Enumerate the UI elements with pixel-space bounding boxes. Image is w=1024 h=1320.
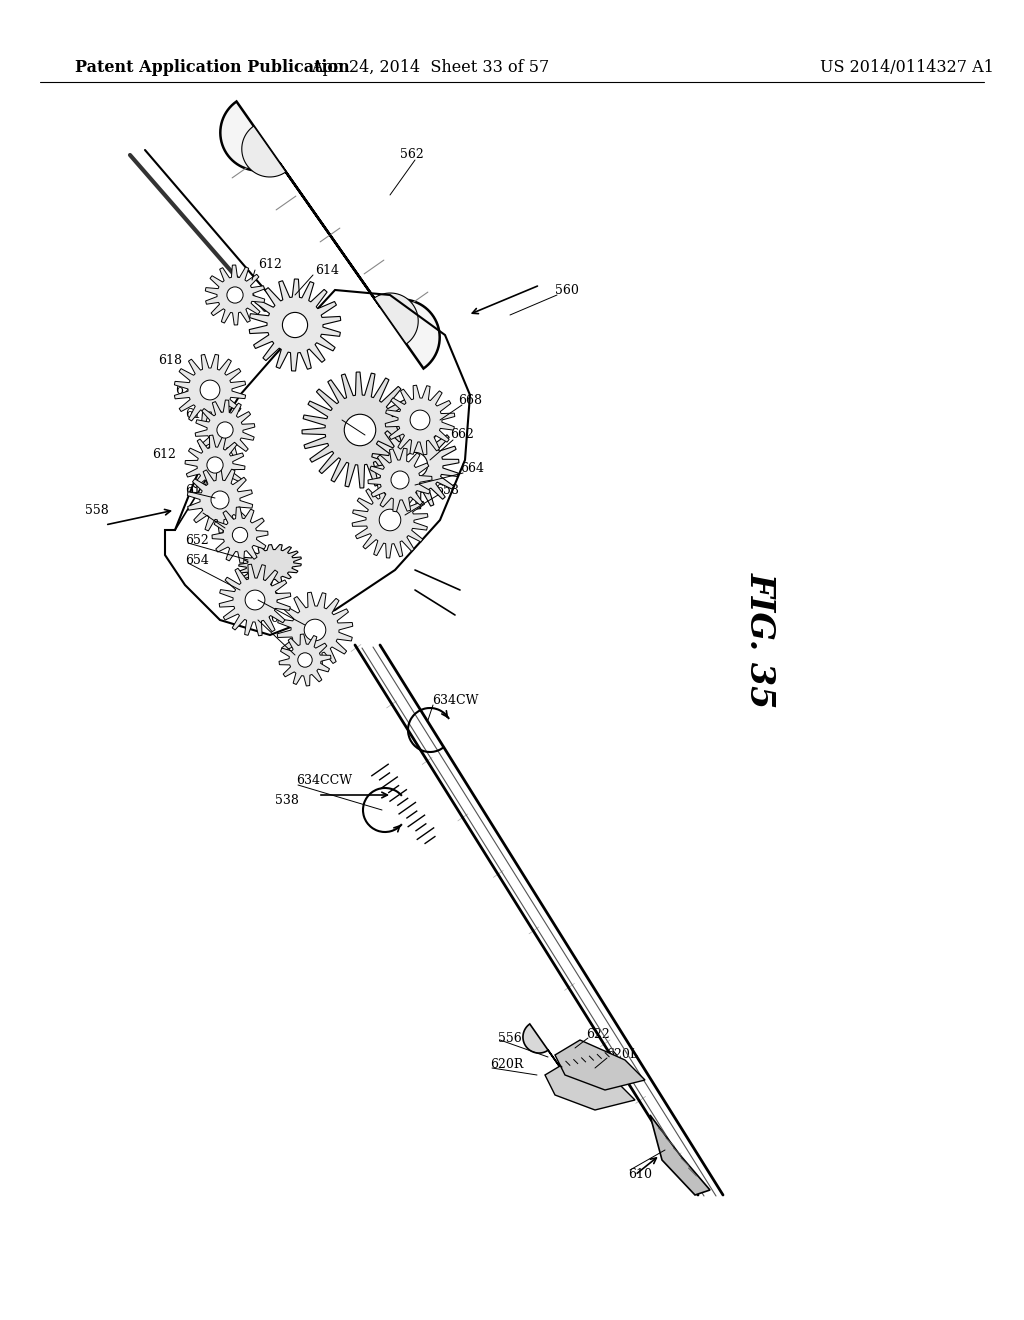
Circle shape	[245, 590, 265, 610]
Polygon shape	[352, 482, 428, 558]
Text: 562: 562	[400, 149, 424, 161]
Polygon shape	[205, 265, 265, 325]
Polygon shape	[368, 449, 432, 512]
Polygon shape	[219, 564, 291, 636]
Polygon shape	[242, 125, 418, 345]
Polygon shape	[249, 279, 341, 371]
Text: 618: 618	[158, 354, 182, 367]
Text: 668: 668	[458, 393, 482, 407]
Text: 560: 560	[555, 284, 579, 297]
Polygon shape	[302, 372, 418, 488]
Polygon shape	[650, 1115, 710, 1195]
Text: 664: 664	[460, 462, 484, 474]
Circle shape	[200, 380, 220, 400]
Polygon shape	[174, 354, 246, 425]
Polygon shape	[239, 545, 301, 586]
Polygon shape	[555, 1040, 645, 1090]
Text: 556: 556	[498, 1031, 522, 1044]
Text: US 2014/0114327 A1: US 2014/0114327 A1	[820, 59, 994, 77]
Text: 656: 656	[255, 591, 279, 605]
Circle shape	[344, 414, 376, 446]
Polygon shape	[385, 385, 455, 455]
Text: 538: 538	[275, 793, 299, 807]
Circle shape	[211, 491, 229, 510]
Text: 620L: 620L	[606, 1048, 638, 1061]
Text: 626: 626	[200, 503, 224, 516]
Circle shape	[379, 510, 400, 531]
Polygon shape	[185, 436, 245, 495]
Circle shape	[232, 528, 248, 543]
Text: 558: 558	[85, 503, 109, 516]
Text: 662: 662	[450, 429, 474, 441]
Text: 650: 650	[255, 611, 279, 624]
Circle shape	[410, 411, 430, 430]
Polygon shape	[220, 102, 439, 368]
Polygon shape	[545, 1060, 635, 1110]
Circle shape	[217, 422, 233, 438]
Text: 634CCW: 634CCW	[296, 774, 352, 787]
Polygon shape	[196, 400, 255, 459]
Text: Apr. 24, 2014  Sheet 33 of 57: Apr. 24, 2014 Sheet 33 of 57	[311, 59, 549, 77]
Text: 658: 658	[435, 483, 459, 496]
Text: Patent Application Publication: Patent Application Publication	[75, 59, 350, 77]
Circle shape	[207, 457, 223, 473]
Circle shape	[298, 653, 312, 667]
Text: 628: 628	[175, 384, 199, 396]
Circle shape	[283, 313, 307, 338]
Text: FIG. 35: FIG. 35	[743, 572, 776, 709]
Text: 654: 654	[185, 553, 209, 566]
Polygon shape	[279, 634, 331, 686]
Polygon shape	[371, 421, 459, 510]
Text: 612: 612	[258, 259, 282, 272]
Circle shape	[391, 471, 409, 488]
Circle shape	[402, 453, 428, 478]
Text: 618: 618	[185, 408, 209, 421]
Circle shape	[304, 619, 326, 640]
Text: 1112: 1112	[338, 408, 370, 421]
Text: 610: 610	[628, 1168, 652, 1181]
Text: 620R: 620R	[490, 1059, 523, 1072]
Polygon shape	[523, 1024, 587, 1096]
Polygon shape	[212, 507, 268, 564]
Text: 634CW: 634CW	[432, 693, 478, 706]
Polygon shape	[278, 593, 353, 668]
Text: 612: 612	[152, 449, 176, 462]
Circle shape	[227, 286, 243, 304]
Text: 614: 614	[315, 264, 339, 276]
Text: 612: 612	[185, 483, 209, 496]
Polygon shape	[187, 467, 253, 533]
Text: 652: 652	[185, 533, 209, 546]
Text: 622: 622	[586, 1028, 609, 1041]
